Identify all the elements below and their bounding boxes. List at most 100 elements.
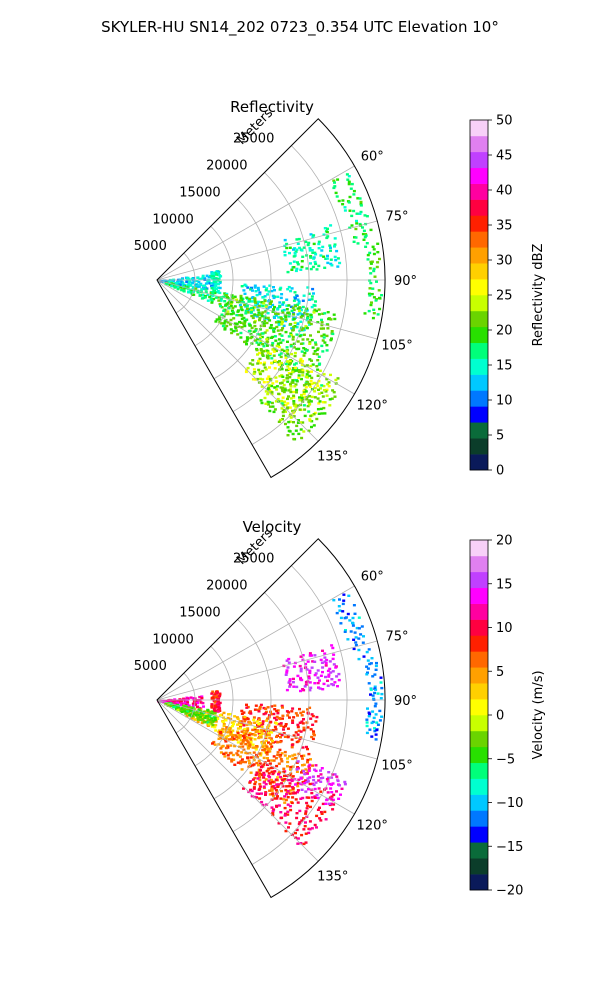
reflectivity-gate xyxy=(190,282,194,285)
velocity-gate xyxy=(371,694,375,697)
velocity-gate xyxy=(244,760,247,764)
velocity-colorbar-tick-label: −10 xyxy=(496,796,523,811)
reflectivity-gate xyxy=(276,295,280,298)
reflectivity-gate xyxy=(322,373,326,376)
reflectivity-gate xyxy=(302,354,306,357)
reflectivity-gate xyxy=(234,326,238,330)
velocity-gate xyxy=(227,738,231,741)
velocity-gate xyxy=(242,787,245,790)
reflectivity-gate xyxy=(178,283,182,287)
reflectivity-gate xyxy=(271,382,275,385)
reflectivity-gate xyxy=(288,388,292,391)
reflectivity-gate xyxy=(263,295,267,298)
reflectivity-gate xyxy=(310,420,314,423)
reflectivity-gate xyxy=(301,338,305,341)
velocity-gate xyxy=(246,717,250,721)
reflectivity-gate xyxy=(254,339,257,342)
reflectivity-colorbar-segment xyxy=(470,167,488,184)
reflectivity-gate xyxy=(278,375,282,378)
velocity-gate xyxy=(327,771,331,774)
velocity-gate xyxy=(305,801,309,805)
velocity-gate xyxy=(289,765,293,769)
reflectivity-gate xyxy=(300,328,304,332)
velocity-gate xyxy=(204,715,208,718)
reflectivity-gate xyxy=(313,304,317,307)
reflectivity-gate xyxy=(211,294,215,297)
velocity-gate xyxy=(307,675,311,678)
reflectivity-gate xyxy=(245,336,249,339)
reflectivity-gate xyxy=(323,401,327,404)
velocity-gate xyxy=(279,816,283,820)
reflectivity-gate xyxy=(224,303,228,306)
velocity-gate xyxy=(197,713,201,717)
velocity-gate xyxy=(206,724,210,727)
velocity-gate xyxy=(234,734,237,737)
reflectivity-gate xyxy=(282,349,286,353)
velocity-gate xyxy=(283,806,287,810)
reflectivity-gate xyxy=(308,358,312,361)
reflectivity-gate xyxy=(229,302,233,306)
velocity-gate xyxy=(299,736,303,739)
reflectivity-echo-region xyxy=(210,270,223,293)
velocity-gate xyxy=(327,673,331,676)
velocity-gate xyxy=(263,741,266,745)
velocity-gate xyxy=(369,688,373,691)
reflectivity-gate xyxy=(295,238,299,241)
velocity-gate xyxy=(217,734,221,737)
reflectivity-gate xyxy=(268,284,272,287)
velocity-gate xyxy=(316,808,320,811)
reflectivity-azimuth-tick-label: 90° xyxy=(394,274,417,289)
velocity-gate xyxy=(357,657,361,661)
velocity-gate xyxy=(355,626,359,630)
velocity-gate xyxy=(250,795,254,798)
velocity-gate xyxy=(291,721,295,724)
reflectivity-gate xyxy=(188,280,192,284)
reflectivity-gate xyxy=(309,322,313,326)
reflectivity-gate xyxy=(325,388,329,391)
velocity-gate xyxy=(338,598,341,601)
reflectivity-gate xyxy=(302,389,306,393)
reflectivity-gate xyxy=(226,312,230,316)
reflectivity-colorbar-label: Reflectivity dBZ xyxy=(531,244,546,347)
reflectivity-gate xyxy=(328,244,332,247)
reflectivity-gate xyxy=(296,340,300,343)
reflectivity-gate xyxy=(285,242,289,246)
velocity-gate xyxy=(270,705,274,708)
velocity-gate xyxy=(309,717,313,720)
reflectivity-gate xyxy=(271,303,275,307)
velocity-gate xyxy=(206,721,210,724)
velocity-gate xyxy=(298,737,302,741)
reflectivity-gate xyxy=(281,389,285,393)
reflectivity-azimuth-tick-label: 60° xyxy=(361,150,384,165)
velocity-gate xyxy=(299,689,302,693)
reflectivity-azimuth-spoke xyxy=(156,220,378,281)
reflectivity-colorbar-tick-label: 40 xyxy=(496,184,513,199)
velocity-gate xyxy=(238,745,242,748)
reflectivity-gate xyxy=(281,404,285,407)
reflectivity-gate xyxy=(261,378,265,381)
velocity-gate xyxy=(213,709,217,713)
reflectivity-gate xyxy=(257,368,261,372)
reflectivity-gate xyxy=(373,275,377,278)
velocity-gate xyxy=(370,721,374,725)
velocity-echo-region xyxy=(332,593,374,665)
velocity-gate xyxy=(299,782,303,785)
velocity-gate xyxy=(365,665,369,668)
reflectivity-gate xyxy=(219,298,223,301)
reflectivity-gate xyxy=(311,363,315,366)
reflectivity-gate xyxy=(317,240,321,243)
velocity-gate xyxy=(296,842,300,845)
velocity-gate xyxy=(301,757,304,760)
velocity-gate xyxy=(283,801,287,804)
velocity-gate xyxy=(285,659,289,662)
velocity-gate xyxy=(266,706,270,709)
velocity-gate xyxy=(313,682,317,685)
reflectivity-gate xyxy=(226,321,230,324)
velocity-gate xyxy=(330,783,333,786)
reflectivity-gate xyxy=(298,408,302,411)
velocity-gate xyxy=(246,727,250,730)
reflectivity-gate xyxy=(197,285,201,288)
reflectivity-gate xyxy=(312,352,316,355)
reflectivity-gate xyxy=(286,288,290,291)
reflectivity-gate xyxy=(255,293,259,297)
